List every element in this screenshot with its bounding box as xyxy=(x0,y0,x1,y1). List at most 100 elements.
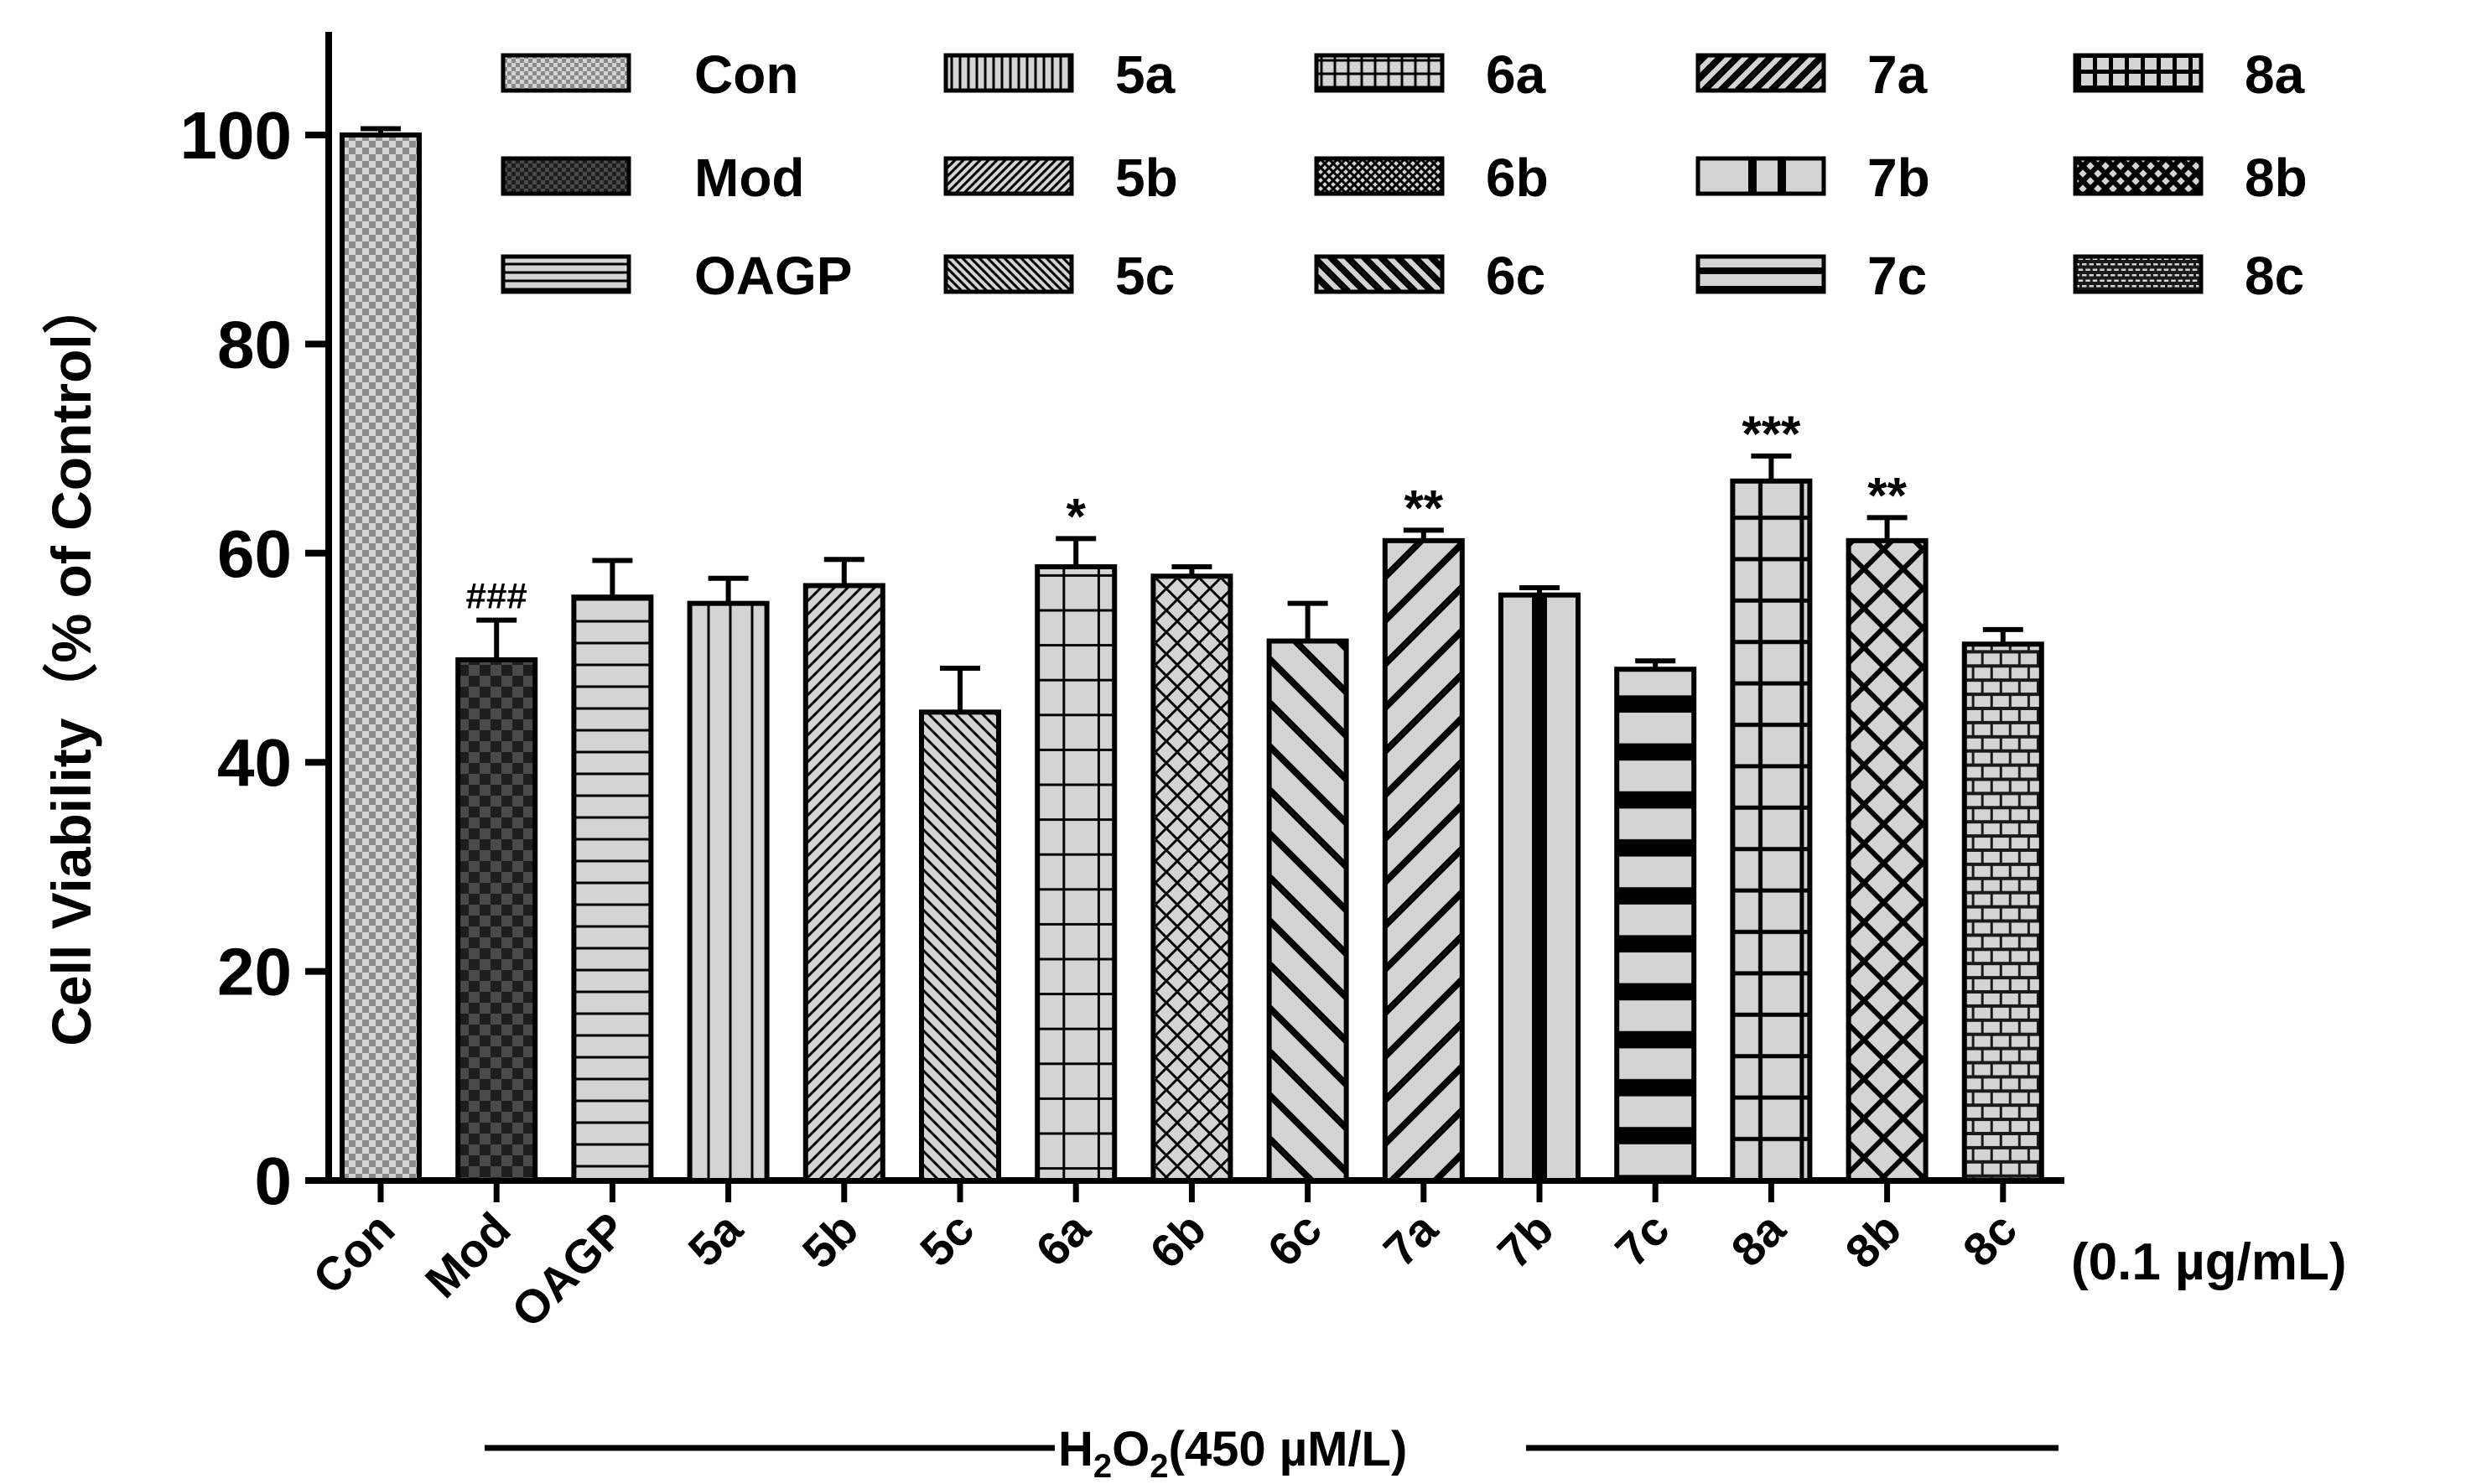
legend-entry-6a: 6a xyxy=(1314,44,1546,105)
legend-label: Mod xyxy=(694,148,805,208)
legend-label: 7c xyxy=(1867,246,1927,306)
legend-entry-5c: 5c xyxy=(943,246,1175,306)
bar xyxy=(1266,638,1349,1183)
bar xyxy=(687,600,770,1183)
bar xyxy=(1035,564,1118,1183)
legend-label: 6b xyxy=(1486,148,1549,208)
x-tick-label: 5c xyxy=(910,1202,984,1277)
legend-entry-5b: 5b xyxy=(943,148,1178,208)
legend-entry-7a: 7a xyxy=(1695,44,1928,105)
legend-swatch xyxy=(501,254,631,294)
y-tick-label: 60 xyxy=(217,516,292,591)
legend-entry-7b: 7b xyxy=(1695,148,1930,208)
legend-swatch xyxy=(943,53,1074,93)
legend-swatch xyxy=(2073,156,2204,196)
treatment-label: H2O2(450 µM/L) xyxy=(1058,1422,1407,1480)
x-tick-label: Mod xyxy=(415,1202,521,1308)
bar xyxy=(1382,537,1465,1183)
bar xyxy=(455,656,538,1183)
x-tick-label: 5b xyxy=(792,1202,869,1279)
legend-label: Con xyxy=(694,44,798,105)
y-tick-label: 80 xyxy=(217,307,292,381)
legend-entry-8c: 8c xyxy=(2073,246,2304,306)
bar-group-5b: 5b xyxy=(792,557,885,1279)
x-tick-label: OAGP xyxy=(501,1202,636,1337)
bar-group-con: Con xyxy=(303,126,422,1305)
significance-label: ### xyxy=(465,576,527,617)
bar-group-8c: 8c xyxy=(1953,626,2044,1277)
legend-label: 6c xyxy=(1486,246,1545,306)
x-tick-label: 8a xyxy=(1721,1201,1795,1276)
legend-entry-6c: 6c xyxy=(1314,246,1545,306)
legend-label: 7a xyxy=(1867,44,1928,105)
legend-swatch-stripe xyxy=(1778,158,1786,194)
bar-group-8a: 8a *** xyxy=(1721,406,1813,1277)
bar xyxy=(1150,573,1233,1183)
x-tick-label: 6c xyxy=(1257,1202,1332,1277)
legend-swatch xyxy=(943,156,1074,196)
bar xyxy=(340,132,422,1183)
legend-entry-mod: Mod xyxy=(501,148,805,208)
legend-swatch xyxy=(1695,254,1826,294)
x-tick-label: 5a xyxy=(678,1201,752,1276)
bar-group-5a: 5a xyxy=(678,575,770,1277)
bar xyxy=(1846,537,1929,1183)
y-tick-label: 40 xyxy=(217,725,292,800)
x-tick-label: 8c xyxy=(1953,1202,2027,1277)
y-tick-label: 0 xyxy=(255,1144,293,1218)
legend-label: 6a xyxy=(1486,44,1546,105)
legend-label: 5a xyxy=(1115,44,1176,105)
legend-swatch-stripe xyxy=(1748,158,1757,194)
y-tick-label: 100 xyxy=(180,98,292,173)
x-tick-label: 6b xyxy=(1140,1202,1216,1279)
legend-swatch xyxy=(501,156,631,196)
y-axis-title: Cell Viability（% of Control） xyxy=(40,278,102,1046)
legend-swatch xyxy=(2073,53,2204,93)
bar-group-6a: 6a * xyxy=(1025,488,1118,1277)
legend-label: 8b xyxy=(2245,148,2308,208)
y-tick-label: 20 xyxy=(217,935,292,1009)
legend-swatch xyxy=(1695,53,1826,93)
bar xyxy=(1961,641,2044,1183)
legend-swatch xyxy=(1314,156,1445,196)
legend-entry-oagp: OAGP xyxy=(501,246,852,306)
legend-label: 5c xyxy=(1115,246,1175,306)
legend-label: 8c xyxy=(2245,246,2304,306)
bar xyxy=(571,594,654,1183)
significance-label: *** xyxy=(1742,406,1801,462)
legend-entry-7c: 7c xyxy=(1695,246,1927,306)
legend: Con Mod OAGP 5a 5b 5c 6a 6b 6c 7a 7b 7c 8a 8b 8c xyxy=(501,44,2308,306)
legend-label: 5b xyxy=(1115,148,1178,208)
bar-group-6b: 6b xyxy=(1140,564,1233,1279)
bar-group-7b: 7b xyxy=(1487,584,1581,1279)
bar-group-6c: 6c xyxy=(1257,600,1349,1277)
legend-entry-con: Con xyxy=(501,44,798,105)
bar xyxy=(919,709,1001,1183)
legend-label: 7b xyxy=(1867,148,1930,208)
legend-swatch xyxy=(1314,254,1445,294)
x-tick-label: 6a xyxy=(1025,1201,1100,1276)
treatment-bracket: H2O2(450 µM/L) xyxy=(485,1422,2058,1484)
x-tick-label: 7a xyxy=(1373,1201,1448,1276)
bars: Con Mod###OAGP 5a 5b 5c 6a*6b 6c 7a**7b 7c 8a***8… xyxy=(303,126,2044,1337)
x-tick-label: Con xyxy=(303,1202,405,1305)
x-tick-label: 7c xyxy=(1605,1202,1680,1277)
concentration-label: (0.1 µg/mL) xyxy=(2071,1233,2347,1291)
legend-swatch xyxy=(943,254,1074,294)
bar-group-mod: Mod ### xyxy=(415,576,538,1308)
bar xyxy=(1614,667,1697,1183)
legend-entry-6b: 6b xyxy=(1314,148,1549,208)
significance-label: ** xyxy=(1867,467,1907,523)
bar-group-7c: 7c xyxy=(1605,658,1697,1277)
bar-group-8b: 8b ** xyxy=(1835,467,1929,1279)
legend-swatch xyxy=(2073,254,2204,294)
bar xyxy=(1730,478,1813,1183)
legend-swatch xyxy=(1314,53,1445,93)
significance-label: * xyxy=(1067,488,1087,544)
legend-label: 8a xyxy=(2245,44,2305,105)
x-tick-label: 8b xyxy=(1835,1202,1911,1279)
significance-label: ** xyxy=(1404,480,1443,536)
legend-entry-5a: 5a xyxy=(943,44,1176,105)
legend-entry-8b: 8b xyxy=(2073,148,2308,208)
